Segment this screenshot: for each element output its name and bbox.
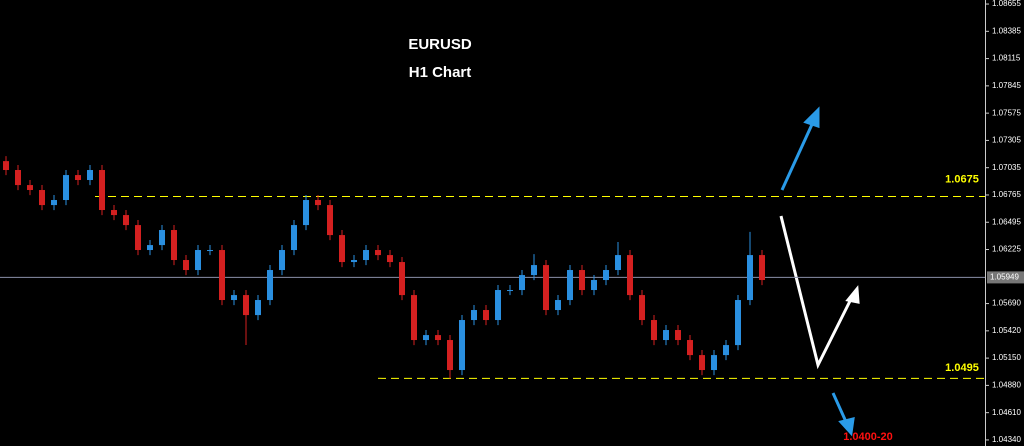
candle-body [531, 265, 537, 276]
y-tick-label: 1.04610 [992, 408, 1021, 417]
y-tick-label: 1.06765 [992, 190, 1021, 199]
candle-body [663, 330, 669, 341]
candle-body [51, 200, 57, 206]
candle-body [339, 235, 345, 263]
candle-body [423, 335, 429, 341]
candle-body [375, 250, 381, 256]
candle-body [387, 255, 393, 263]
candle-body [555, 300, 561, 311]
candle-body [603, 270, 609, 281]
candle-body [495, 290, 501, 321]
candle-body [411, 295, 417, 341]
candle-body [699, 355, 705, 371]
down-arrow-head [838, 417, 855, 437]
candle-body [267, 270, 273, 301]
candle-body [87, 170, 93, 181]
down-arrow [831, 392, 849, 425]
candle-body [711, 355, 717, 371]
candle-body [363, 250, 369, 261]
target-label: 1.0400-20 [843, 431, 893, 443]
y-tick-label: 1.07305 [992, 136, 1021, 145]
candle-body [351, 260, 357, 263]
candle-body [279, 250, 285, 271]
candle-body [291, 225, 297, 251]
y-tick-label: 1.07035 [992, 163, 1021, 172]
arrows [779, 106, 860, 437]
candle-body [519, 275, 525, 291]
level-label: 1.0495 [945, 362, 979, 374]
candle-body [759, 255, 765, 281]
candle-body [15, 170, 21, 186]
candle-body [507, 290, 513, 292]
candle-body [615, 255, 621, 271]
candle-body [171, 230, 177, 261]
candle-body [591, 280, 597, 291]
scenario-path [779, 215, 854, 370]
candle-body [159, 230, 165, 246]
candle-body [651, 320, 657, 341]
up-arrow-head [803, 106, 820, 129]
chart-subtitle: H1 Chart [409, 64, 472, 81]
candle-body [567, 270, 573, 301]
candle-body [459, 320, 465, 371]
candle-body [39, 190, 45, 206]
candle-body [99, 170, 105, 211]
up-arrow [780, 119, 816, 191]
y-tick-label: 1.08115 [992, 54, 1021, 63]
y-tick-label: 1.04880 [992, 380, 1021, 389]
y-tick-label: 1.06225 [992, 245, 1021, 254]
candle-body [111, 210, 117, 216]
y-tick-label: 1.05690 [992, 299, 1021, 308]
candle-body [735, 300, 741, 346]
candle-body [243, 295, 249, 316]
y-tick-label: 1.07845 [992, 81, 1021, 90]
y-tick-label: 1.04340 [992, 435, 1021, 444]
candle-body [75, 175, 81, 181]
candle-body [135, 225, 141, 251]
y-tick-label: 1.08385 [992, 26, 1021, 35]
y-tick-label: 1.07575 [992, 108, 1021, 117]
candle-body [315, 200, 321, 206]
current-price-label: 1.05949 [990, 273, 1019, 282]
candle-body [675, 330, 681, 341]
y-tick-label: 1.05420 [992, 326, 1021, 335]
level-label: 1.0675 [945, 173, 979, 185]
candle-body [483, 310, 489, 321]
candle-body [195, 250, 201, 271]
candle-body [63, 175, 69, 201]
candle-body [747, 255, 753, 301]
current-price-box [987, 271, 1024, 284]
candle-body [627, 255, 633, 296]
y-tick-label: 1.06495 [992, 217, 1021, 226]
candle-body [207, 250, 213, 252]
candle-body [435, 335, 441, 341]
candle-body [123, 215, 129, 226]
candle-body [447, 340, 453, 371]
candle-body [687, 340, 693, 356]
candle-body [183, 260, 189, 271]
candle-body [27, 185, 33, 191]
y-tick-label: 1.05150 [992, 353, 1021, 362]
candle-body [303, 200, 309, 226]
chart-title: EURUSD [408, 36, 472, 53]
candle-body [3, 161, 9, 171]
candle-body [219, 250, 225, 301]
candle-body [147, 245, 153, 251]
y-tick-label: 1.08655 [992, 0, 1021, 8]
candle-body [543, 265, 549, 311]
candle-body [723, 345, 729, 356]
candle-body [255, 300, 261, 316]
candle-body [327, 205, 333, 236]
scenario-arrow-head [845, 285, 860, 304]
candle-body [399, 262, 405, 296]
candle-body [231, 295, 237, 301]
candle-body [639, 295, 645, 321]
candle-body [471, 310, 477, 321]
candle-body [579, 270, 585, 291]
